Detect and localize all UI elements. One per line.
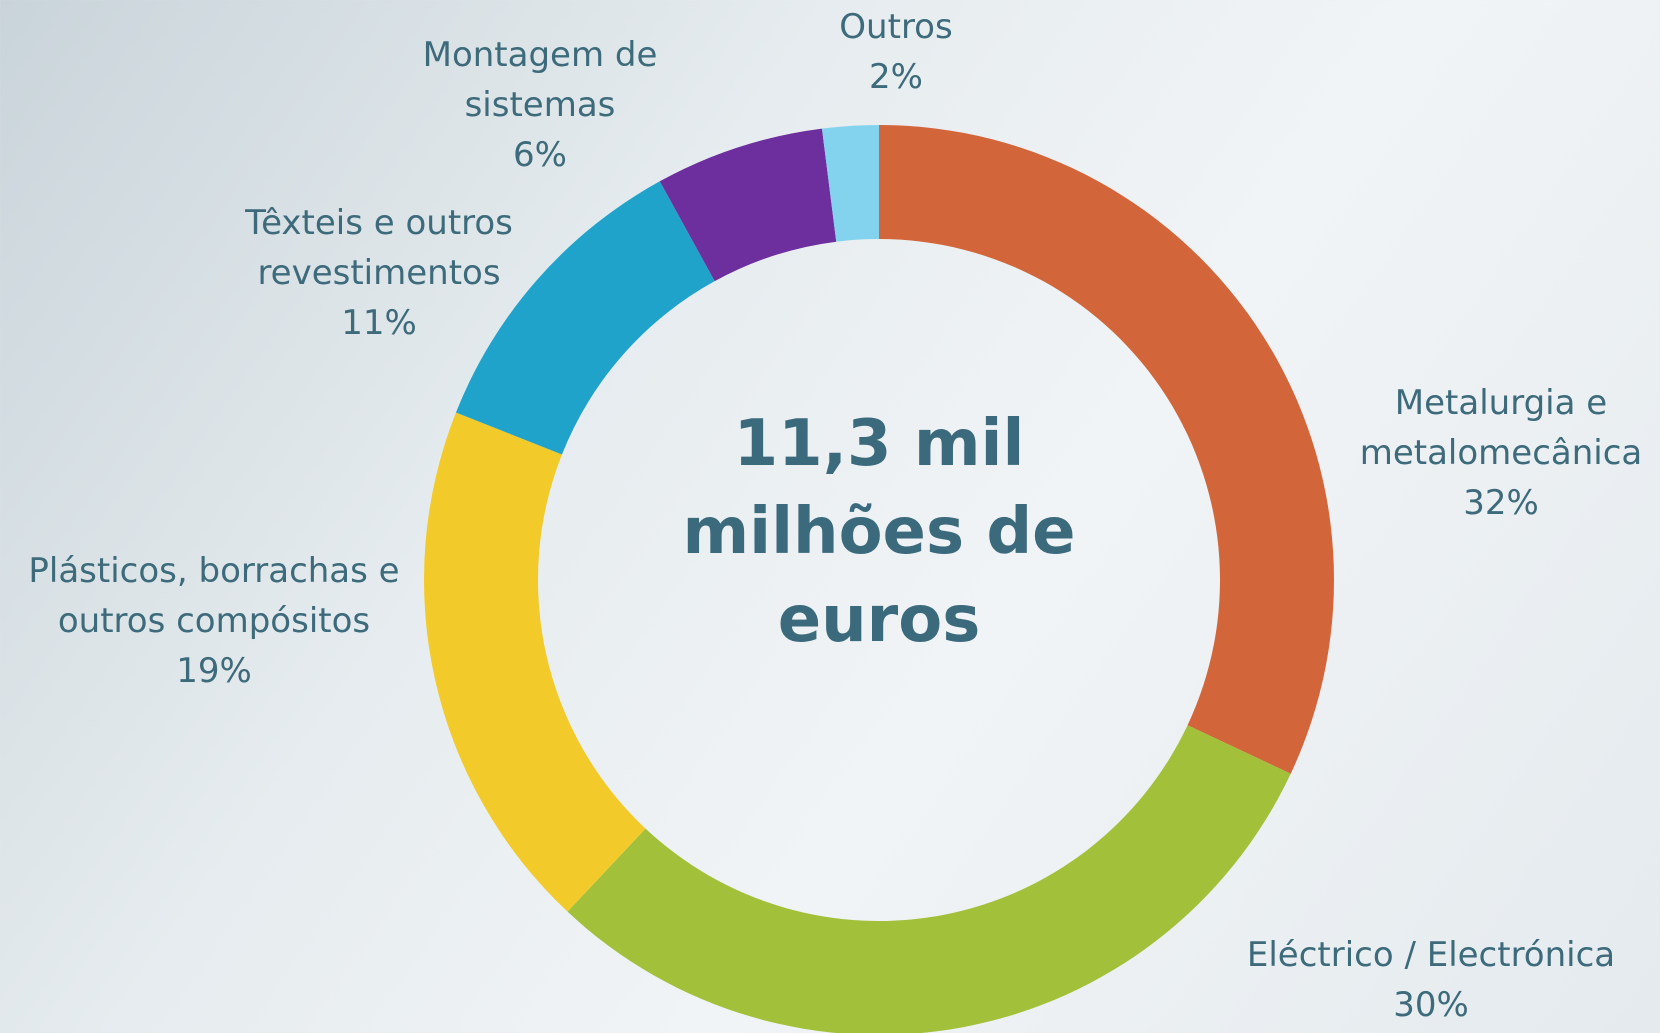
donut-slice xyxy=(567,725,1291,1033)
value-label: 32% xyxy=(1463,483,1539,523)
slice-label: Metalurgia e metalomecânica 32% xyxy=(1341,378,1660,528)
value-label: 19% xyxy=(176,651,252,691)
center-annotation: 11,3 mil milhões de euros xyxy=(682,407,1076,657)
donut-slice xyxy=(659,128,837,282)
slice-label: Eléctrico / Electrónica 30% xyxy=(1211,930,1651,1030)
slice-label: Têxteis e outros revestimentos 11% xyxy=(229,198,529,348)
category-name: Eléctrico / Electrónica xyxy=(1246,935,1616,975)
slice-label: Outros 2% xyxy=(786,2,1006,102)
donut-slice xyxy=(821,125,879,242)
value-label: 11% xyxy=(341,303,417,343)
slice-label: Plásticos, borrachas e outros compósitos… xyxy=(4,546,424,696)
category-name: Montagem de sistemas xyxy=(422,35,658,125)
donut-slice xyxy=(455,181,715,455)
category-name: Plásticos, borrachas e outros compósitos xyxy=(28,551,400,641)
value-label: 30% xyxy=(1393,985,1469,1025)
category-name: Têxteis e outros revestimentos xyxy=(245,203,513,293)
value-label: 2% xyxy=(869,57,923,97)
value-label: 6% xyxy=(513,135,567,175)
slice-label: Montagem de sistemas 6% xyxy=(400,30,680,180)
category-name: Outros xyxy=(839,7,953,47)
donut-slice xyxy=(879,125,1334,774)
donut-slice xyxy=(423,412,646,912)
category-name: Metalurgia e metalomecânica xyxy=(1359,383,1643,473)
